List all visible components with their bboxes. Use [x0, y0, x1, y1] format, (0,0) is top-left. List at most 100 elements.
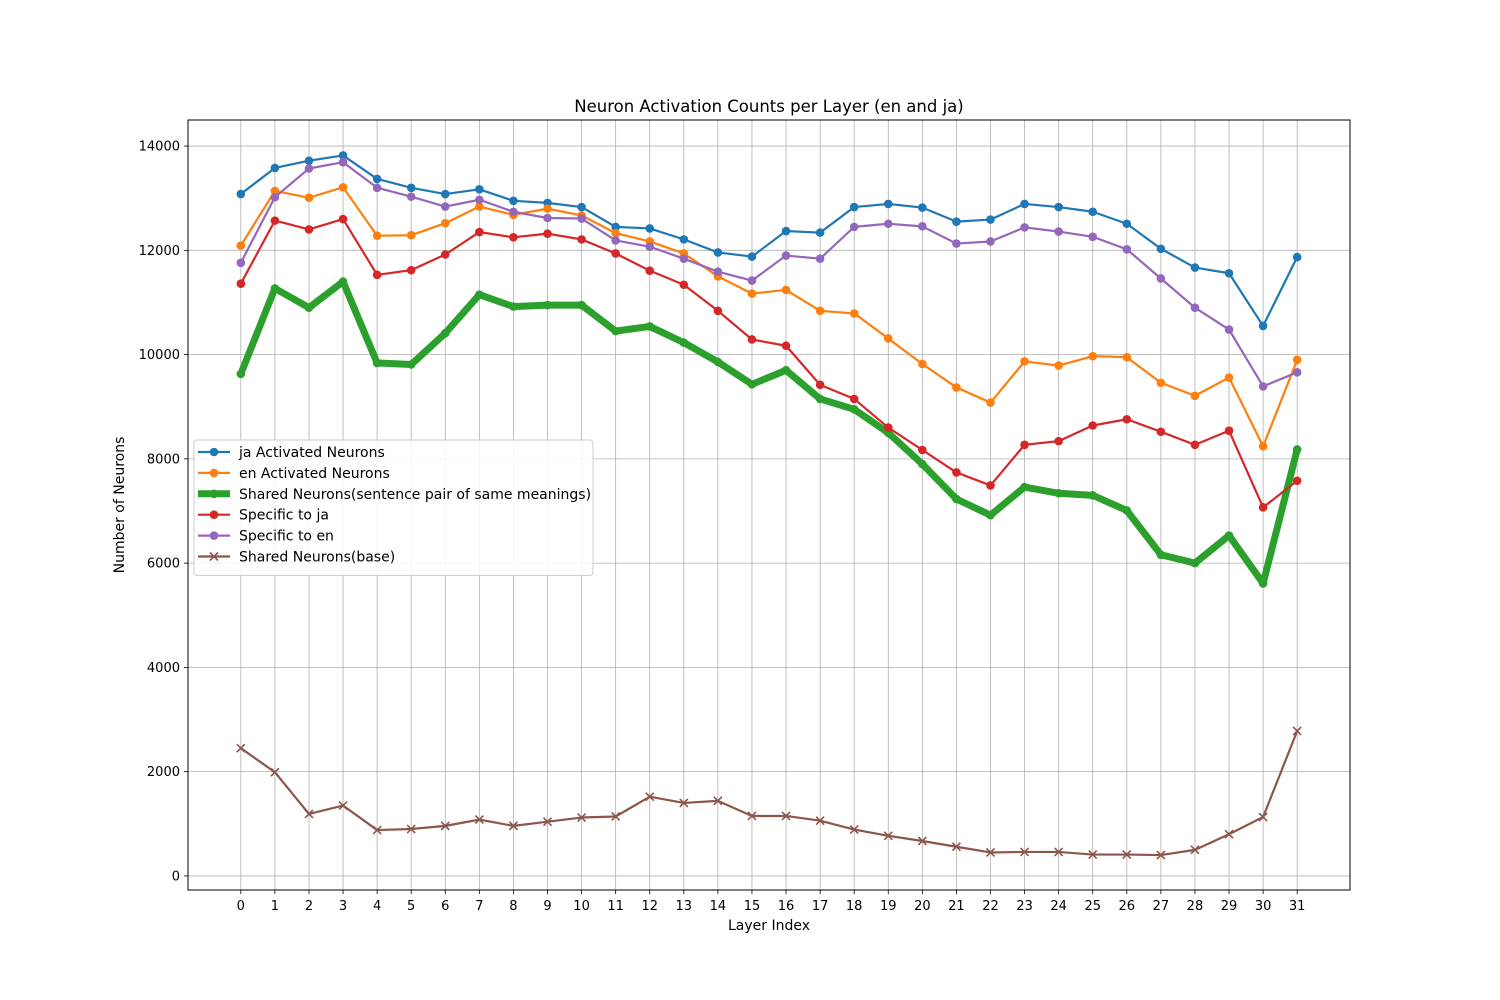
legend-marker: [209, 447, 219, 457]
data-point: [577, 214, 586, 223]
data-point: [849, 222, 859, 232]
data-point: [986, 510, 995, 520]
data-point: [509, 232, 518, 242]
data-point: [679, 798, 689, 808]
data-point: [577, 202, 586, 212]
x-tick-label: 2: [305, 899, 313, 914]
plot-frame: [187, 119, 1351, 891]
data-point: [1088, 232, 1098, 242]
legend: ja Activated Neurons en Activated Neurons…: [193, 439, 594, 576]
data-point: [883, 423, 893, 432]
data-point: [645, 322, 655, 331]
x-tick-label: 26: [1119, 899, 1136, 914]
data-point: [1258, 321, 1268, 331]
data-point: [781, 251, 791, 260]
legend-label: en Activated Neurons: [239, 466, 390, 482]
data-point: [236, 258, 246, 268]
data-point: [815, 816, 825, 826]
legend-item: Specific to en: [198, 529, 334, 545]
data-point: [270, 767, 280, 777]
data-point: [1258, 812, 1268, 822]
x-tick-label: 3: [339, 899, 347, 914]
x-tick-label: 11: [607, 899, 624, 914]
data-point: [270, 163, 280, 173]
data-point: [1156, 550, 1166, 560]
data-point: [1224, 373, 1234, 382]
data-point: [1054, 436, 1063, 446]
legend-marker: [209, 551, 219, 562]
data-point: [781, 811, 791, 821]
data-point: [1258, 579, 1268, 588]
series-line: [239, 161, 1298, 388]
x-tick-label: 19: [880, 899, 897, 914]
data-point: [270, 192, 280, 202]
x-tick-label: 15: [744, 899, 761, 914]
legend-marker: [209, 531, 219, 540]
legend-label: Specific to ja: [239, 508, 329, 524]
data-point: [270, 186, 280, 196]
series-line: [237, 278, 1301, 587]
x-tick-label: 16: [778, 899, 795, 914]
data-point: [611, 249, 620, 258]
data-point: [338, 157, 348, 167]
x-tick-label: 1: [271, 899, 279, 914]
data-point: [849, 202, 859, 212]
data-point: [1292, 355, 1302, 365]
x-tick-label: 18: [846, 899, 863, 914]
data-point: [1088, 207, 1098, 217]
data-point: [1122, 352, 1132, 362]
data-point: [236, 369, 246, 379]
data-point: [679, 338, 689, 347]
data-point: [883, 199, 893, 209]
data-point: [1020, 440, 1029, 450]
data-point: [1156, 427, 1166, 437]
data-point: [1156, 244, 1166, 254]
data-point: [747, 276, 757, 285]
data-point: [918, 359, 927, 369]
data-point: [747, 380, 757, 389]
data-point: [611, 236, 620, 245]
y-tick-label: 8000: [147, 452, 180, 467]
data-point: [849, 309, 859, 318]
data-point: [1122, 219, 1132, 229]
data-point: [543, 300, 552, 310]
data-point: [1122, 414, 1132, 424]
data-point: [1054, 202, 1063, 212]
data-point: [883, 219, 893, 229]
legend-marker: [209, 489, 219, 499]
data-point: [1088, 351, 1098, 361]
x-tick-label: 6: [441, 899, 449, 914]
data-point: [1224, 829, 1234, 839]
x-tick-label: 13: [676, 899, 693, 914]
data-point: [577, 235, 586, 244]
data-point: [509, 302, 518, 311]
data-point: [713, 267, 723, 277]
data-point: [406, 824, 416, 834]
data-point: [406, 192, 416, 201]
data-point: [304, 303, 314, 312]
data-point: [1224, 426, 1234, 436]
data-point: [372, 183, 382, 193]
x-tick-label: 5: [407, 899, 415, 914]
legend-box: [193, 439, 594, 576]
data-point: [1224, 325, 1234, 334]
data-point: [883, 334, 893, 343]
data-point: [1020, 199, 1029, 209]
data-point: [781, 285, 791, 295]
data-point: [986, 398, 995, 407]
data-point: [952, 383, 961, 392]
legend-item: Shared Neurons(base): [198, 550, 395, 566]
series-line: [240, 730, 1299, 857]
data-point: [918, 222, 927, 231]
x-tick-label: 27: [1153, 899, 1170, 914]
data-point: [952, 217, 961, 226]
x-tick-label: 21: [948, 899, 965, 914]
data-point: [440, 821, 450, 831]
legend-label: Shared Neurons(base): [239, 550, 395, 566]
data-point: [406, 230, 416, 240]
data-point: [849, 394, 859, 404]
data-point: [509, 196, 518, 206]
data-point: [986, 481, 995, 490]
data-point: [1122, 506, 1132, 515]
